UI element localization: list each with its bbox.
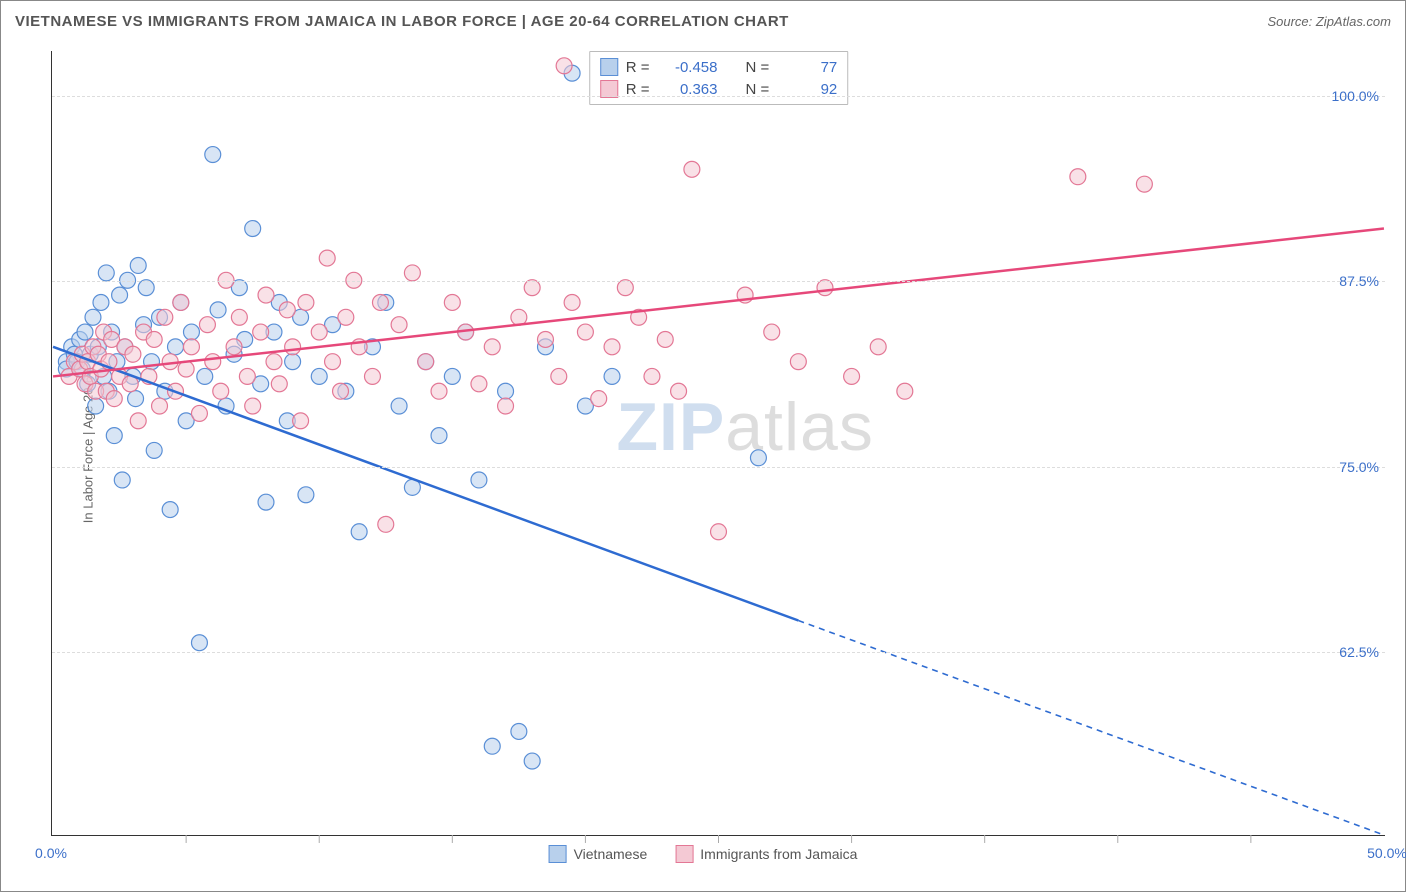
stat-n-label: N = bbox=[746, 59, 770, 76]
series-legend-label: Immigrants from Jamaica bbox=[700, 846, 857, 862]
series-legend-label: Vietnamese bbox=[574, 846, 648, 862]
stat-n-value: 77 bbox=[777, 59, 837, 76]
trend-lines-layer bbox=[52, 51, 1385, 835]
x-tick-label: 0.0% bbox=[35, 845, 67, 861]
chart-container: VIETNAMESE VS IMMIGRANTS FROM JAMAICA IN… bbox=[0, 0, 1406, 892]
chart-title: VIETNAMESE VS IMMIGRANTS FROM JAMAICA IN… bbox=[15, 13, 789, 30]
source-label: Source: ZipAtlas.com bbox=[1267, 14, 1391, 29]
legend-swatch bbox=[675, 845, 693, 863]
gridline-h bbox=[52, 467, 1385, 468]
series-legend-item: Immigrants from Jamaica bbox=[675, 845, 857, 863]
title-bar: VIETNAMESE VS IMMIGRANTS FROM JAMAICA IN… bbox=[1, 1, 1405, 41]
legend-swatch bbox=[549, 845, 567, 863]
gridline-h bbox=[52, 96, 1385, 97]
x-tick-label: 50.0% bbox=[1367, 845, 1406, 861]
y-tick-label: 87.5% bbox=[1339, 273, 1379, 289]
series-legend-item: Vietnamese bbox=[549, 845, 648, 863]
legend-swatch bbox=[600, 58, 618, 76]
trend-line bbox=[53, 229, 1384, 377]
stat-r-value: -0.458 bbox=[658, 59, 718, 76]
gridline-h bbox=[52, 652, 1385, 653]
series-legend: Vietnamese Immigrants from Jamaica bbox=[549, 845, 858, 863]
trend-line bbox=[53, 347, 798, 621]
y-tick-label: 62.5% bbox=[1339, 644, 1379, 660]
y-tick-label: 100.0% bbox=[1332, 88, 1379, 104]
correlation-legend: R = -0.458 N = 77 R =0.363N =92 bbox=[589, 51, 849, 105]
stat-r-label: R = bbox=[626, 59, 650, 76]
correlation-legend-row: R = -0.458 N = 77 bbox=[600, 56, 838, 78]
gridline-h bbox=[52, 281, 1385, 282]
y-tick-label: 75.0% bbox=[1339, 459, 1379, 475]
correlation-legend-row: R =0.363N =92 bbox=[600, 78, 838, 100]
plot-area: ZIPatlas R =-0.458N =77R =0.363N =92 62.… bbox=[51, 51, 1385, 836]
